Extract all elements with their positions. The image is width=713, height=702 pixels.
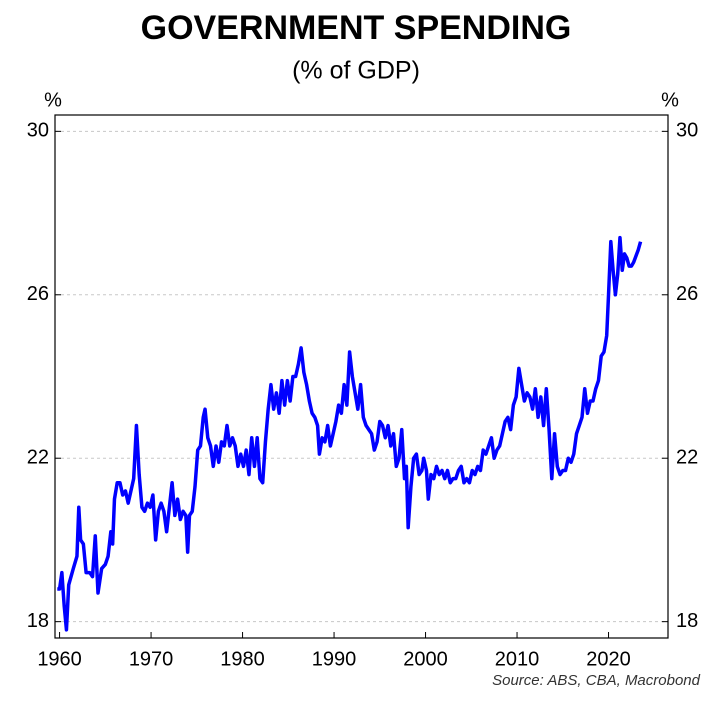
x-tick-label: 1970: [129, 648, 174, 670]
y-tick-label: 30: [27, 120, 49, 142]
source-note: Source: ABS, CBA, Macrobond: [492, 672, 701, 689]
y2-tick-label: 26: [676, 283, 698, 305]
y2-tick-label: 22: [676, 447, 698, 469]
plot-frame: [54, 114, 669, 639]
x-tick-label: 1990: [312, 648, 357, 670]
y-tick-label: 22: [27, 447, 49, 469]
chart-title: GOVERNMENT SPENDING: [141, 9, 572, 47]
x-tick-label: 1980: [220, 648, 265, 670]
y-unit-left: %: [44, 89, 62, 111]
x-tick-label: 2000: [403, 648, 448, 670]
chart-subtitle: (% of GDP): [292, 57, 420, 85]
x-tick-label: 2020: [586, 648, 631, 670]
y2-tick-label: 18: [676, 610, 698, 632]
x-tick-label: 2010: [495, 648, 540, 670]
x-tick-label: 1960: [37, 648, 82, 670]
y-tick-label: 18: [27, 610, 49, 632]
y-tick-label: 26: [27, 283, 49, 305]
y2-tick-label: 30: [676, 120, 698, 142]
y-unit-right: %: [661, 89, 679, 111]
data-line: [57, 235, 643, 632]
